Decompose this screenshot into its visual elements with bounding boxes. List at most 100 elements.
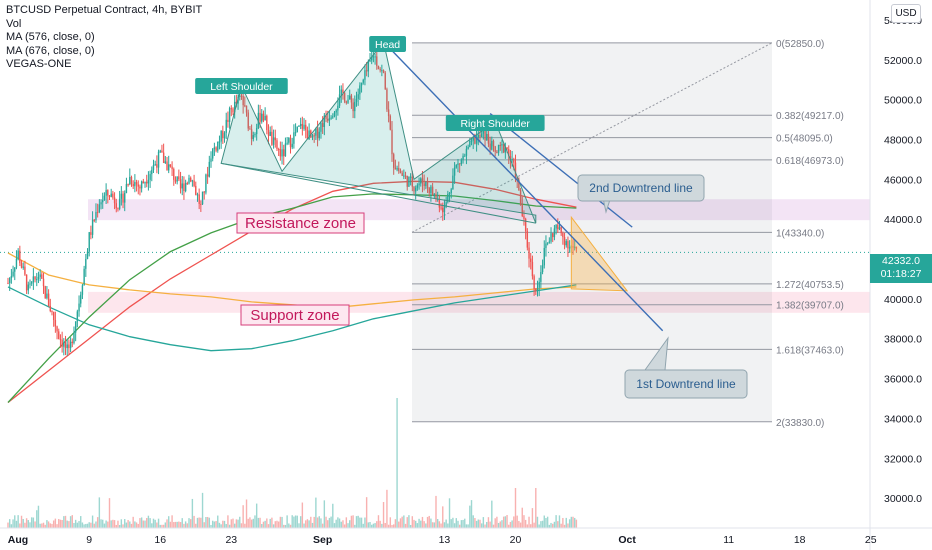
volume-bar (565, 517, 567, 528)
volume-bar (105, 520, 107, 528)
candle-body (389, 116, 392, 130)
volume-bar (239, 516, 241, 528)
volume-bar (303, 523, 305, 528)
left-shoulder-label-bg (195, 78, 288, 94)
volume-bar (206, 516, 209, 528)
volume-bar (555, 515, 557, 528)
candle-body (528, 247, 530, 259)
volume-bar (201, 492, 204, 528)
volume-bar (372, 523, 375, 528)
candle-body (540, 272, 542, 282)
candle-body (486, 133, 488, 141)
legend-symbol[interactable]: BTCUSD Perpetual Contract, 4h, BYBIT (6, 4, 203, 16)
candle-body (384, 72, 386, 90)
volume-bar (364, 517, 366, 528)
candle-body (73, 332, 75, 343)
volume-bar (540, 521, 542, 528)
time-axis-bg (0, 528, 932, 550)
candle-body (355, 98, 358, 102)
fib-label-1.382: 1.382(39707.0) (776, 301, 844, 312)
volume-bar (98, 497, 101, 528)
candle-body (200, 203, 202, 205)
volume-bar (171, 515, 173, 528)
volume-bar (508, 524, 510, 528)
candle-body (276, 140, 278, 150)
candle-body (228, 108, 231, 123)
candle-body (191, 180, 194, 182)
candle-body (255, 128, 258, 135)
candle-body (49, 305, 51, 312)
candle-body (159, 150, 161, 152)
candle-body (496, 151, 498, 153)
candle-body (176, 176, 178, 182)
candle-body (574, 246, 576, 248)
volume-bar (125, 522, 128, 528)
candle-body (568, 247, 571, 249)
volume-bar (42, 522, 45, 528)
legend-vegas[interactable]: VEGAS-ONE (6, 58, 72, 70)
volume-bar (184, 521, 187, 528)
candle-body (215, 147, 217, 151)
volume-bar (514, 488, 517, 528)
legend-volume[interactable]: Vol (6, 17, 22, 30)
volume-bar (489, 521, 491, 528)
volume-bar (511, 520, 513, 528)
candle-body (455, 165, 457, 168)
volume-bar (472, 515, 474, 528)
head-label-bg (369, 36, 407, 52)
volume-bar (225, 524, 227, 528)
candle-body (188, 177, 190, 184)
resistance-zone-label: Resistance zone (245, 215, 356, 232)
volume-bar (22, 518, 24, 528)
candle-body (184, 183, 187, 192)
candle-body (469, 140, 471, 147)
candle-body (230, 108, 232, 110)
volume-bar (135, 522, 138, 528)
volume-bar (359, 517, 361, 528)
candle-body (179, 179, 182, 189)
volume-bar (526, 524, 529, 528)
candle-body (178, 176, 180, 180)
volume-bar (310, 516, 312, 528)
volume-bar (47, 521, 50, 528)
candle-body (25, 274, 28, 291)
volume-bar (345, 517, 348, 528)
candle-body (553, 228, 556, 238)
candle-body (69, 341, 72, 349)
candle-body (129, 176, 131, 185)
volume-bar (29, 522, 31, 528)
candle-body (511, 158, 513, 161)
candle-body (233, 101, 236, 113)
candle-body (76, 311, 79, 322)
candle-body (81, 285, 84, 295)
currency-button[interactable]: USD (891, 4, 921, 23)
price-tick-label: 36000.0 (884, 374, 922, 386)
volume-bar (15, 520, 18, 528)
volume-bar (7, 522, 9, 528)
legend-ma-676[interactable]: MA (676, close, 0) (6, 44, 95, 57)
candle-body (552, 233, 554, 238)
candle-body (36, 279, 38, 281)
candle-body (223, 132, 226, 139)
volume-bar (403, 515, 405, 528)
candle-body (39, 274, 41, 277)
volume-bar (244, 523, 246, 528)
candle-body (193, 180, 195, 186)
volume-bar (198, 517, 200, 528)
candle-body (211, 149, 214, 159)
candle-body (58, 331, 60, 340)
candle-body (252, 135, 254, 140)
volume-bar (64, 515, 67, 528)
time-tick-label: 20 (510, 534, 522, 546)
volume-bar (262, 521, 265, 528)
candle-body (536, 287, 539, 291)
volume-bar (519, 522, 522, 528)
volume-bar (27, 520, 29, 528)
candle-body (154, 164, 156, 166)
candle-body (354, 101, 356, 112)
legend-ma-576[interactable]: MA (576, close, 0) (6, 31, 95, 43)
candle-body (398, 168, 400, 172)
volume-bar (142, 520, 145, 528)
volume-bar (58, 518, 60, 528)
